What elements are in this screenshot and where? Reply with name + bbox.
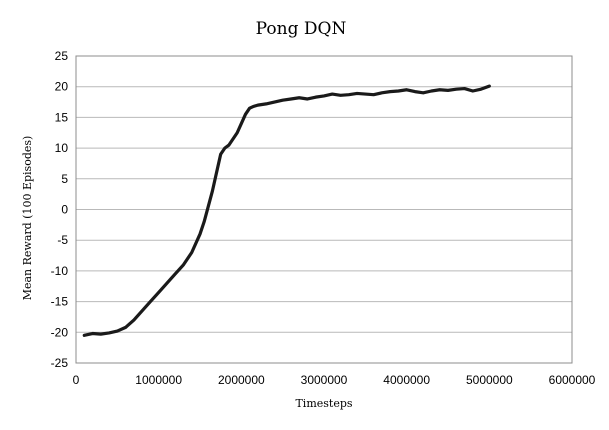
grid-lines [76,55,572,364]
y-tick-label: 15 [55,110,69,124]
y-tick-label: 5 [61,172,68,186]
x-axis-tick-labels: 0 1000000 2000000 3000000 4000000 5000000 6000… [73,373,596,387]
series-line-mean-reward [82,84,491,337]
y-tick-label: 10 [55,141,69,155]
y-tick-label: -5 [57,233,68,247]
x-tick-label: 3000000 [301,373,348,387]
x-tick-label: 0 [73,373,80,387]
x-tick-label: 2000000 [218,373,265,387]
y-tick-label: 20 [55,80,69,94]
x-tick-label: 6000000 [549,373,596,387]
y-tick-label: 25 [55,49,69,63]
y-tick-label: -10 [51,264,69,278]
y-tick-label: -15 [51,295,69,309]
y-tick-label: 0 [61,203,68,217]
x-tick-label: 5000000 [466,373,513,387]
x-tick-label: 1000000 [135,373,182,387]
chart-title: Pong DQN [256,19,347,39]
y-axis-tick-labels: -25 -20 -15 -10 -5 0 5 10 15 20 25 [51,49,69,370]
y-tick-label: -20 [51,325,69,339]
x-axis-label: Timesteps [295,397,352,410]
y-tick-label: -25 [51,356,69,370]
plot-frame [75,55,573,364]
y-axis-label: Mean Reward (100 Episodes) [21,136,34,301]
x-tick-label: 4000000 [383,373,430,387]
